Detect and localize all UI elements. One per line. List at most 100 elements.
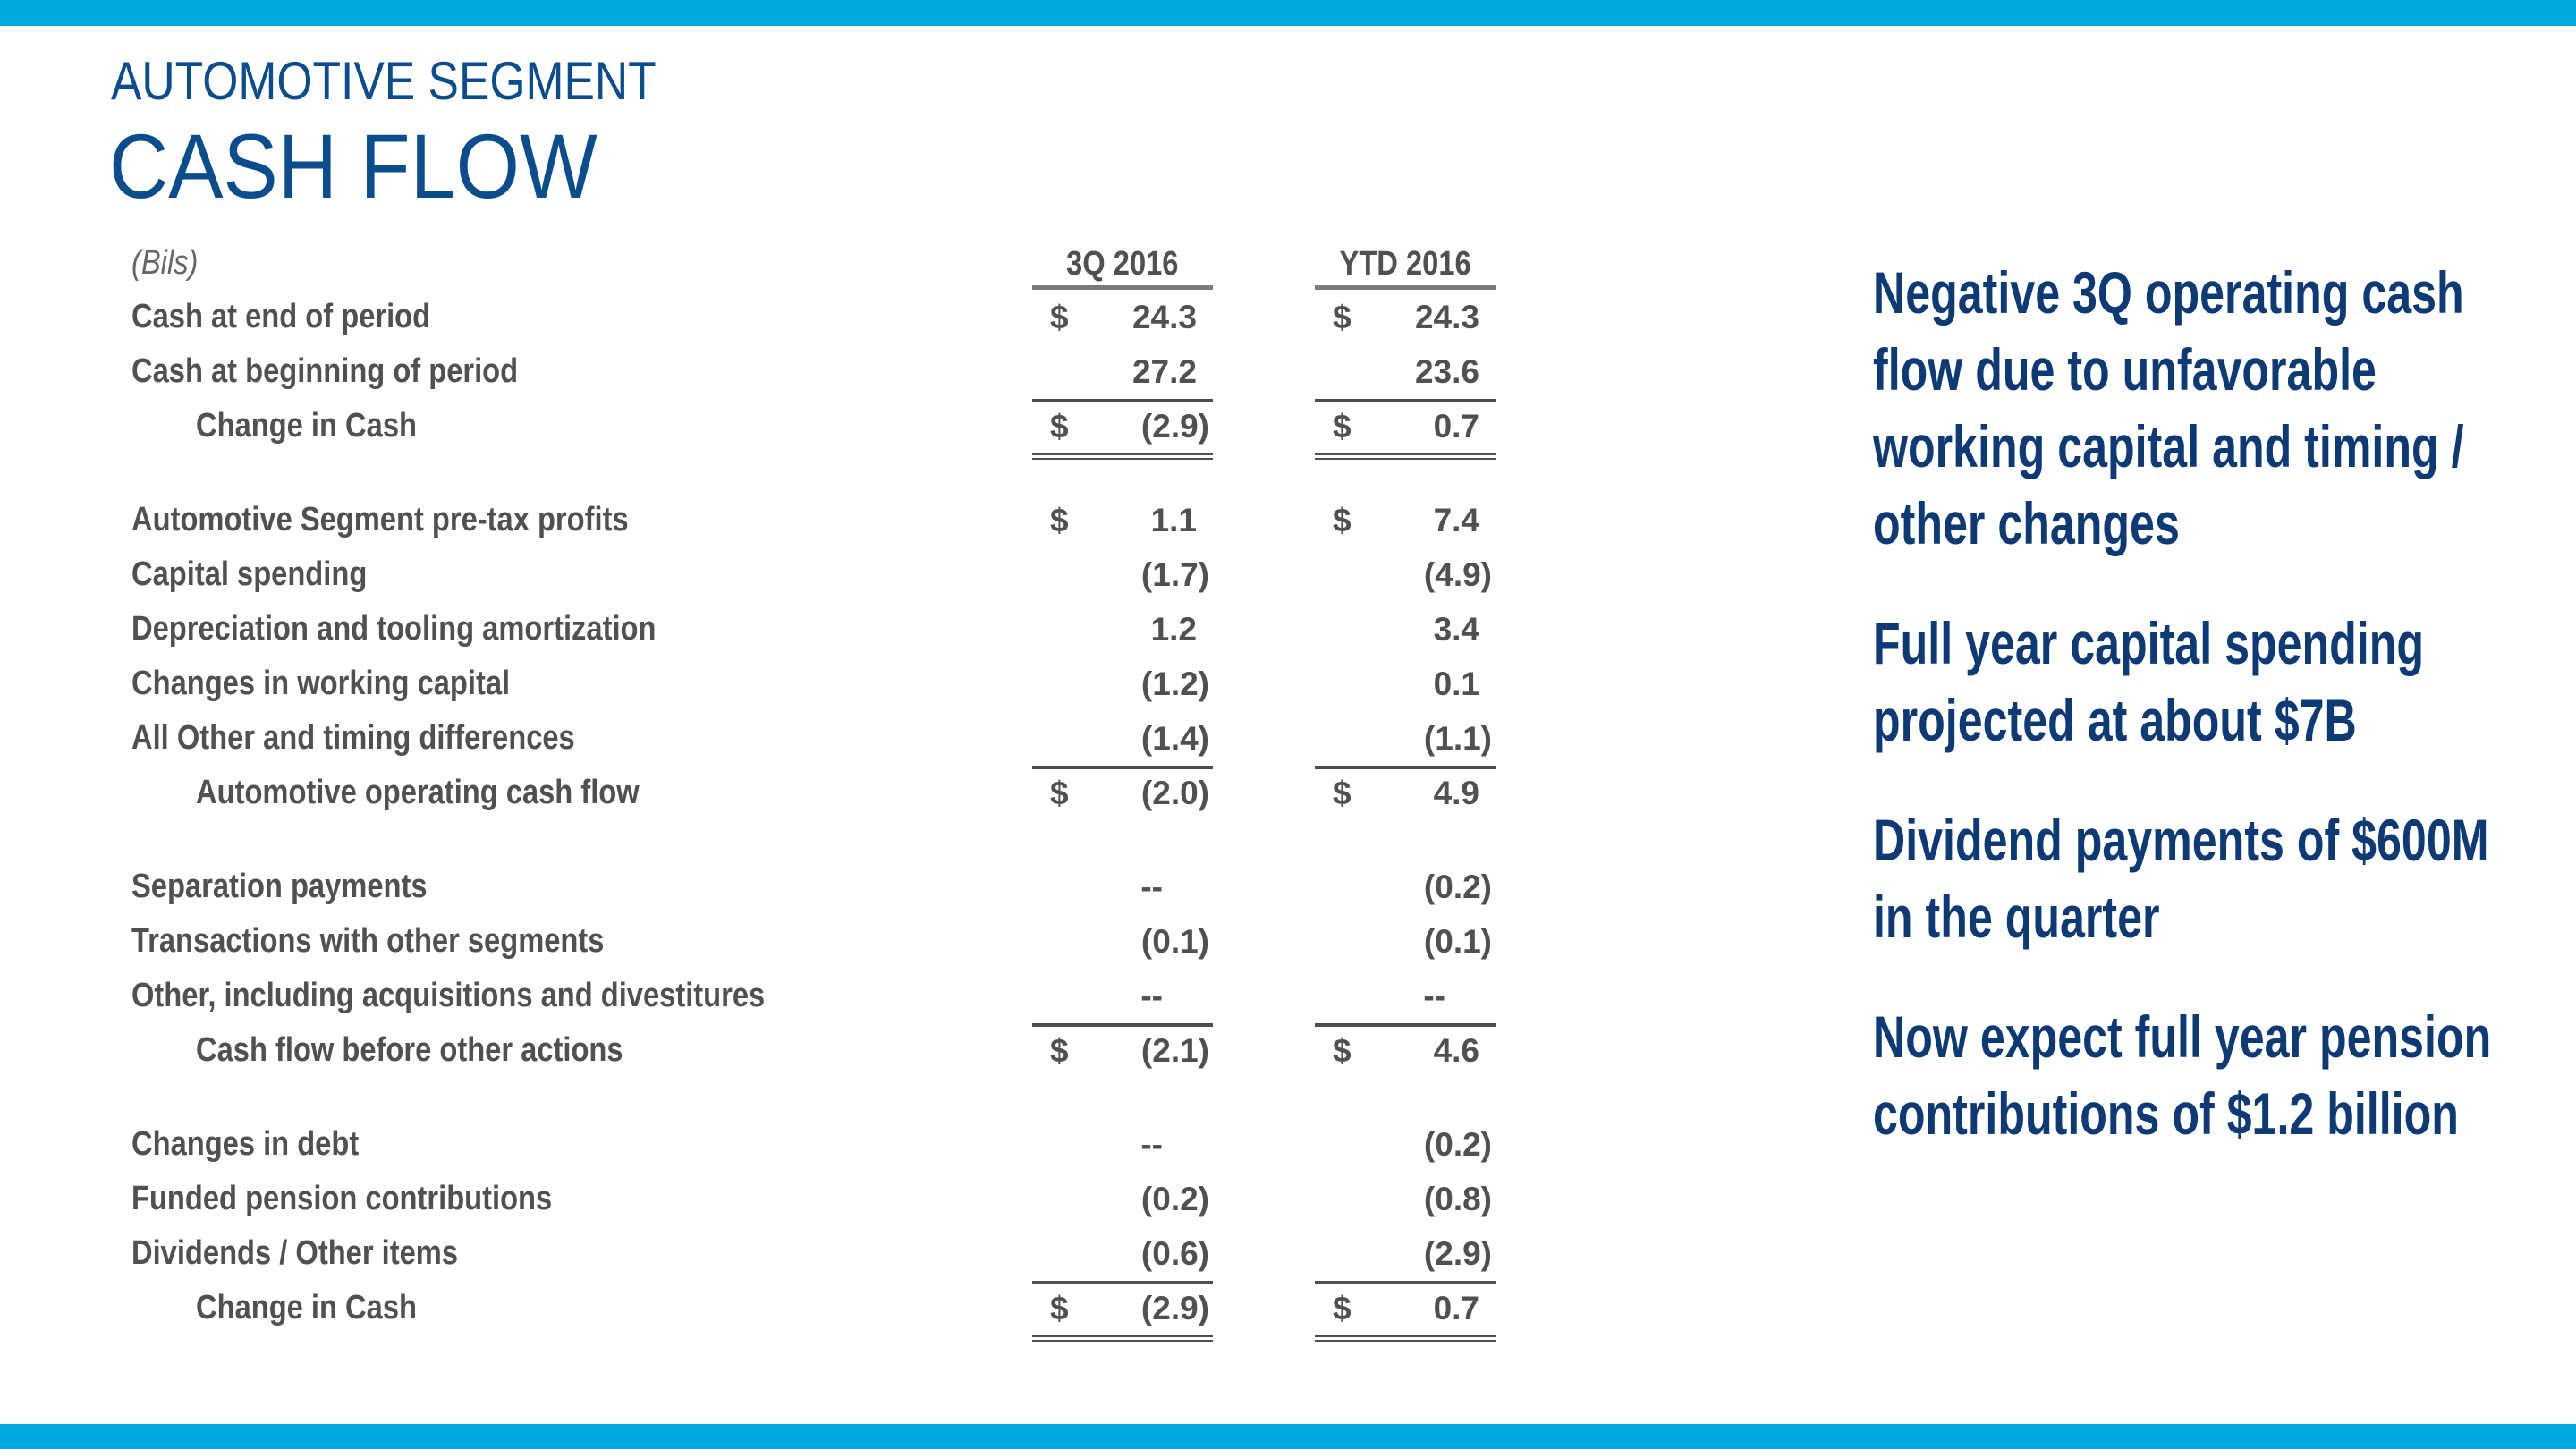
amount: (0.1) bbox=[1423, 923, 1492, 960]
currency-symbol: $ bbox=[1333, 502, 1352, 538]
value-3q: -- bbox=[1032, 969, 1213, 1023]
row-label: Automotive Segment pre-tax profits bbox=[131, 501, 629, 538]
subtotal-row: Automotive operating cash flow $ (2.0) $4.9 bbox=[0, 766, 1610, 820]
commentary: Negative 3Q operating cash flow due to u… bbox=[1873, 254, 2512, 1195]
amount: -- bbox=[1423, 978, 1445, 1014]
value-3q: (0.6) bbox=[1032, 1226, 1213, 1281]
unit-label: (Bils) bbox=[131, 244, 199, 282]
row-label: Other, including acquisitions and divest… bbox=[131, 977, 766, 1014]
currency-symbol: $ bbox=[1050, 299, 1069, 335]
value-3q: $ (2.1) bbox=[1032, 1023, 1213, 1078]
row-label: All Other and timing differences bbox=[131, 719, 575, 757]
value-3q: -- bbox=[1032, 1117, 1213, 1172]
currency-symbol: $ bbox=[1333, 775, 1352, 811]
amount: (0.8) bbox=[1423, 1181, 1492, 1217]
column-header-3q: 3Q 2016 bbox=[1032, 236, 1213, 290]
table-row: Automotive Segment pre-tax profits $1.1 $7… bbox=[0, 493, 1610, 547]
amount: 3.4 bbox=[1433, 611, 1479, 648]
column-header-text: YTD 2016 bbox=[1339, 245, 1471, 283]
amount: -- bbox=[1140, 978, 1163, 1014]
amount: -- bbox=[1140, 1126, 1163, 1163]
currency-symbol: $ bbox=[1050, 775, 1069, 811]
value-ytd: $0.7 bbox=[1315, 399, 1496, 460]
amount: (0.6) bbox=[1140, 1235, 1209, 1272]
amount: 27.2 bbox=[1131, 353, 1197, 390]
section-kicker: AUTOMOTIVE SEGMENT bbox=[111, 51, 657, 111]
value-ytd: (0.8) bbox=[1315, 1172, 1496, 1226]
note-dividends: Dividend payments of $600M in the quarte… bbox=[1873, 807, 2489, 950]
amount: 0.7 bbox=[1433, 1290, 1479, 1326]
cash-flow-table: (Bils) 3Q 2016 YTD 2016 Cash at end of p… bbox=[0, 236, 1610, 1342]
table-row: Capital spending (1.7) (4.9) bbox=[0, 547, 1610, 602]
row-label: Transactions with other segments bbox=[131, 922, 605, 960]
note-capital-spending: Full year capital spending projected at … bbox=[1873, 610, 2425, 753]
amount: (0.2) bbox=[1423, 869, 1492, 905]
amount: (2.9) bbox=[1140, 1290, 1209, 1326]
row-label: Separation payments bbox=[131, 868, 428, 905]
amount: 24.3 bbox=[1131, 299, 1197, 335]
table-row: Cash at beginning of period 27.2 23.6 bbox=[0, 344, 1610, 399]
amount: (1.2) bbox=[1140, 665, 1209, 702]
subtotal-row: Cash flow before other actions $ (2.1) $4.6 bbox=[0, 1023, 1610, 1078]
note-pension: Now expect full year pension contributio… bbox=[1873, 1004, 2492, 1147]
table-row: Funded pension contributions (0.2) (0.8) bbox=[0, 1172, 1610, 1226]
value-3q: $ (2.9) bbox=[1032, 1281, 1213, 1342]
value-3q: (1.7) bbox=[1032, 547, 1213, 602]
value-ytd: (2.9) bbox=[1315, 1226, 1496, 1281]
value-ytd: 0.1 bbox=[1315, 657, 1496, 711]
table-row: Depreciation and tooling amortization 1.2… bbox=[0, 602, 1610, 657]
value-ytd: $7.4 bbox=[1315, 493, 1496, 547]
amount: 1.2 bbox=[1150, 611, 1197, 648]
value-3q: $ (2.0) bbox=[1032, 766, 1213, 820]
value-3q: (1.2) bbox=[1032, 657, 1213, 711]
value-ytd: 23.6 bbox=[1315, 344, 1496, 399]
currency-symbol: $ bbox=[1050, 408, 1069, 445]
total-row: Change in Cash $ (2.9) $0.7 bbox=[0, 399, 1610, 460]
amount: 7.4 bbox=[1433, 502, 1479, 538]
row-label: Depreciation and tooling amortization bbox=[131, 610, 657, 648]
table-header-row: (Bils) 3Q 2016 YTD 2016 bbox=[0, 236, 1610, 290]
amount: (1.7) bbox=[1140, 556, 1209, 593]
amount: 4.9 bbox=[1433, 775, 1479, 811]
table-row: Changes in working capital (1.2) 0.1 bbox=[0, 657, 1610, 711]
table-row: Dividends / Other items (0.6) (2.9) bbox=[0, 1226, 1610, 1281]
value-3q: -- bbox=[1032, 860, 1213, 914]
amount: 24.3 bbox=[1414, 299, 1479, 335]
value-3q: (1.4) bbox=[1032, 711, 1213, 766]
bottom-accent-bar bbox=[0, 1424, 2576, 1449]
value-3q: $24.3 bbox=[1032, 290, 1213, 344]
table-row: Cash at end of period $24.3 $24.3 bbox=[0, 290, 1610, 344]
value-3q: $1.1 bbox=[1032, 493, 1213, 547]
value-3q: (0.1) bbox=[1032, 914, 1213, 969]
value-ytd: (0.2) bbox=[1315, 1117, 1496, 1172]
row-label: Change in Cash bbox=[196, 407, 417, 445]
row-label: Changes in working capital bbox=[131, 665, 511, 702]
amount: 23.6 bbox=[1414, 353, 1479, 390]
column-header-ytd: YTD 2016 bbox=[1315, 236, 1496, 290]
value-ytd: (0.2) bbox=[1315, 860, 1496, 914]
row-label: Dividends / Other items bbox=[131, 1234, 459, 1272]
amount: 4.6 bbox=[1433, 1032, 1479, 1069]
amount: (0.1) bbox=[1140, 923, 1209, 960]
table-row: Other, including acquisitions and divest… bbox=[0, 969, 1610, 1023]
value-3q: $ (2.9) bbox=[1032, 399, 1213, 460]
amount: (1.1) bbox=[1423, 720, 1492, 757]
currency-symbol: $ bbox=[1050, 1032, 1069, 1069]
amount: (2.9) bbox=[1140, 408, 1209, 445]
value-ytd: -- bbox=[1315, 969, 1496, 1023]
value-3q: 1.2 bbox=[1032, 602, 1213, 657]
amount: (2.9) bbox=[1423, 1235, 1492, 1272]
value-ytd: $0.7 bbox=[1315, 1281, 1496, 1342]
amount: -- bbox=[1140, 869, 1163, 905]
amount: 0.1 bbox=[1433, 665, 1479, 702]
value-ytd: (1.1) bbox=[1315, 711, 1496, 766]
note-operating-cash-flow: Negative 3Q operating cash flow due to u… bbox=[1873, 259, 2464, 556]
row-label: Funded pension contributions bbox=[131, 1180, 553, 1217]
currency-symbol: $ bbox=[1050, 502, 1069, 538]
value-ytd: (4.9) bbox=[1315, 547, 1496, 602]
row-label: Cash at beginning of period bbox=[131, 352, 519, 390]
amount: 1.1 bbox=[1150, 502, 1197, 538]
currency-symbol: $ bbox=[1333, 1032, 1352, 1069]
amount: (2.0) bbox=[1140, 775, 1209, 811]
row-label: Capital spending bbox=[131, 555, 368, 593]
